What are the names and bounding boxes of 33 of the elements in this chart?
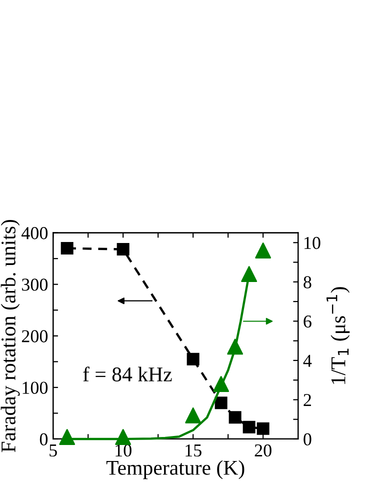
point: [60, 242, 74, 255]
point: [241, 266, 258, 282]
point: [255, 242, 272, 258]
point: [256, 422, 270, 435]
point: [214, 396, 228, 410]
point: [242, 420, 256, 434]
y-tick-label: 100: [22, 382, 48, 394]
x-tick-label: 15: [186, 444, 202, 457]
y2-tick-label: 2: [304, 394, 311, 406]
point: [185, 407, 202, 424]
y-tick-label: 400: [22, 227, 48, 240]
point: [186, 352, 200, 366]
y2-tick-label: 4: [303, 354, 312, 367]
y-tick-label: 300: [22, 278, 48, 291]
x-tick-label: 10: [116, 444, 132, 457]
point: [59, 429, 76, 446]
y2-tick-label: 6: [304, 315, 312, 328]
y2-tick-label: 0: [304, 433, 312, 446]
point: [115, 429, 132, 446]
point: [116, 243, 130, 256]
y2-tick-label: 10: [304, 236, 320, 250]
point: [228, 411, 242, 424]
x-tick-label: 5: [50, 444, 57, 457]
x-axis-title: Temperature (K): [106, 460, 244, 480]
y2-axis-title: 1/T$_{1}$ (μs$^{−1}$): [326, 287, 350, 384]
point: [227, 338, 244, 355]
y2-tick-label: 8: [304, 276, 312, 288]
y-tick-label: 0: [40, 433, 48, 446]
annotation: f = 84 kHz: [83, 366, 172, 382]
x-tick-label: 20: [254, 444, 272, 457]
y-tick-label: 200: [22, 330, 48, 342]
point: [213, 376, 230, 392]
y-axis-title: Faraday rotation (arb. units): [0, 220, 20, 452]
